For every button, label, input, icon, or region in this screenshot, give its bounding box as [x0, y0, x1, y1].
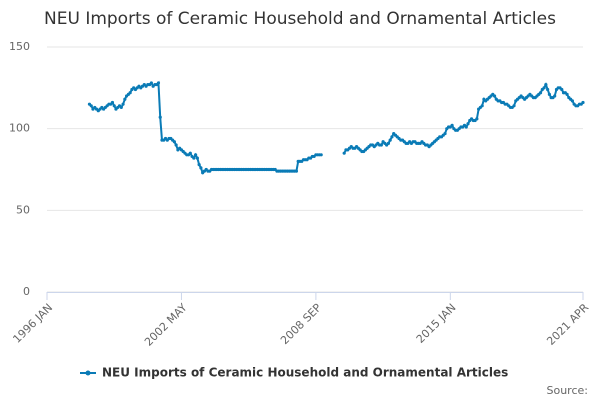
point — [128, 91, 132, 95]
point — [390, 135, 394, 139]
point — [121, 102, 125, 106]
point — [119, 105, 123, 110]
x-tick-label: 2015 JAN — [414, 301, 459, 346]
point — [560, 87, 564, 92]
point — [172, 140, 176, 144]
x-tick-label: 2002 MAY — [142, 301, 190, 349]
line — [88, 80, 584, 175]
legend-marker — [85, 370, 91, 376]
point — [553, 94, 557, 98]
legend-label: NEU Imports of Ceramic Household and Orn… — [102, 366, 508, 380]
point — [379, 143, 383, 147]
point — [319, 153, 323, 157]
point — [89, 104, 93, 108]
point — [112, 104, 116, 108]
point — [199, 166, 203, 170]
point — [188, 151, 192, 155]
y-tick-label: 150 — [9, 40, 30, 53]
point — [480, 104, 484, 108]
point — [294, 169, 299, 173]
point — [538, 91, 543, 95]
point — [464, 125, 468, 129]
point — [512, 104, 516, 108]
x-tick-label: 2008 SEP — [278, 301, 324, 347]
point — [197, 163, 201, 167]
point — [546, 87, 550, 92]
point — [443, 131, 447, 136]
point — [388, 138, 392, 142]
point — [492, 94, 497, 98]
point — [123, 97, 127, 101]
source: Source: — [547, 384, 589, 397]
point — [450, 123, 454, 127]
y-tick-label: 0 — [23, 285, 30, 298]
point — [547, 92, 551, 96]
y-tick-label: 50 — [16, 203, 30, 216]
point — [192, 156, 196, 160]
point — [342, 151, 346, 155]
point — [542, 86, 546, 90]
point — [156, 81, 161, 85]
point — [174, 143, 178, 147]
point — [570, 99, 574, 103]
point — [581, 100, 585, 105]
point — [158, 115, 162, 119]
point — [110, 100, 115, 105]
chart-title: NEU Imports of Ceramic Household and Orn… — [44, 9, 556, 29]
point — [386, 141, 391, 145]
point — [475, 117, 479, 121]
point — [195, 156, 199, 160]
x-tick-label: 1996 JAN — [10, 301, 55, 346]
point — [466, 122, 470, 126]
point — [193, 153, 198, 157]
point — [544, 82, 548, 87]
point — [565, 92, 569, 96]
point — [149, 81, 153, 85]
y-tick-label: 100 — [9, 122, 30, 135]
x-tick-label: 2021 APR — [544, 301, 591, 348]
